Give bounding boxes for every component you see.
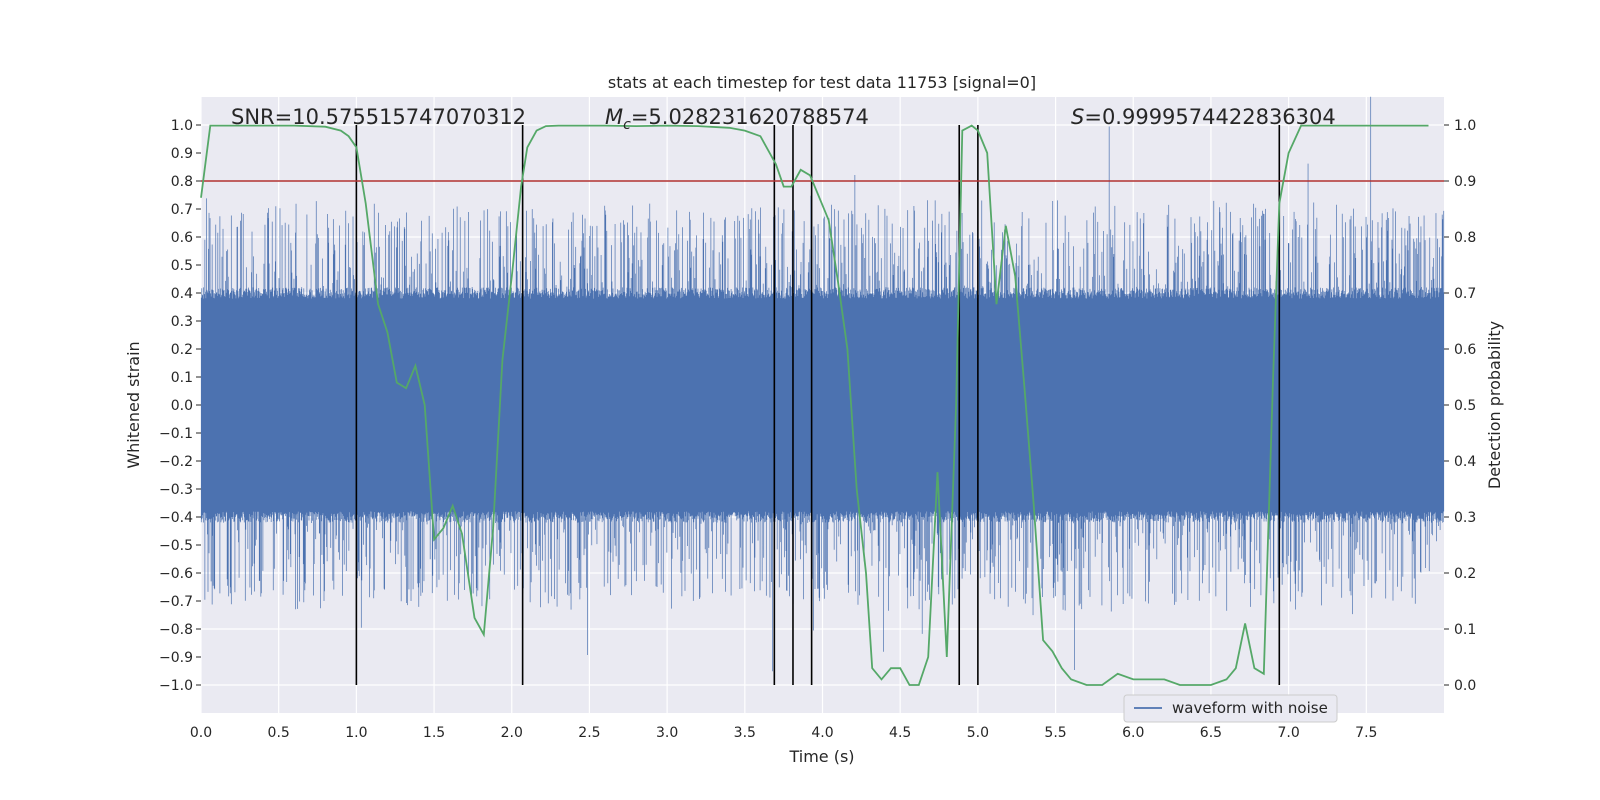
y-tick-label-right: 0.6: [1454, 342, 1476, 358]
y-tick-label: 0.4: [171, 286, 193, 302]
y-tick-label: 0.6: [171, 230, 193, 246]
x-tick-label: 4.0: [811, 725, 833, 741]
x-tick-label: 6.0: [1122, 725, 1144, 741]
x-tick-label: 6.5: [1200, 725, 1222, 741]
y-tick-label: 1.0: [171, 118, 193, 134]
y-tick-label-right: 1.0: [1454, 118, 1476, 134]
probability-series: [200, 124, 1429, 686]
y-axis-label-right: Detection probability: [1485, 321, 1504, 489]
y-tick-label: −0.9: [159, 650, 193, 666]
x-tick-label: 3.0: [656, 725, 678, 741]
y-tick-label: 0.7: [171, 202, 193, 218]
y-tick-label: −0.2: [159, 454, 193, 470]
x-tick-label: 5.0: [967, 725, 989, 741]
y-tick-label: −1.0: [159, 678, 193, 694]
s-symbol: S: [1071, 105, 1084, 129]
s-value: =0.9999574422836304: [1084, 105, 1335, 129]
y-tick-label: −0.6: [159, 566, 193, 582]
legend: waveform with noise: [1123, 694, 1338, 723]
y-tick-label: 0.9: [171, 146, 193, 162]
y-tick-label-right: 0.2: [1454, 566, 1476, 582]
x-tick-label: 7.5: [1355, 725, 1377, 741]
y-tick-label: −0.4: [159, 510, 193, 526]
y-tick-label: 0.5: [171, 258, 193, 274]
x-tick-label: 2.0: [501, 725, 523, 741]
y-tick-label: 0.3: [171, 314, 193, 330]
y-axis-label: Whitened strain: [124, 341, 143, 468]
y-tick-label-right: 0.3: [1454, 510, 1476, 526]
mc-symbol: M: [605, 105, 623, 129]
x-ticks: 0.0 0.5 1.0 1.5 2.0 2.5 3.0 3.5 4.0 4.5 5.0 5.5 6.0 6…: [190, 725, 1378, 741]
s-annotation: S=0.9999574422836304: [1071, 105, 1336, 129]
x-tick-label: 4.5: [889, 725, 911, 741]
x-axis-label: Time (s): [788, 747, 854, 766]
y-tick-label-right: 0.4: [1454, 454, 1476, 470]
probability-curve: [200, 124, 1429, 686]
y-tick-label: 0.0: [171, 398, 193, 414]
x-tick-label: 0.0: [190, 725, 212, 741]
legend-box: [1123, 694, 1338, 723]
snr-annotation: SNR=10.575515747070312: [231, 105, 526, 129]
x-tick-label: 0.5: [268, 725, 290, 741]
mc-subscript: c: [623, 117, 631, 133]
x-tick-label: 1.5: [423, 725, 445, 741]
x-tick-label: 1.0: [345, 725, 367, 741]
waveform-series: [200, 96, 1445, 672]
y-tick-label-right: 0.9: [1454, 174, 1476, 190]
y-tick-label: −0.8: [159, 622, 193, 638]
x-tick-label: 5.5: [1044, 725, 1066, 741]
y-ticks-right: 1.0 0.9 0.8 0.7 0.6 0.5 0.4 0.3 0.2 0.1 0.0: [1444, 118, 1476, 694]
y-tick-label-right: 0.5: [1454, 398, 1476, 414]
y-tick-label: −0.3: [159, 482, 193, 498]
x-tick-label: 7.0: [1277, 725, 1299, 741]
y-tick-label-right: 0.1: [1454, 622, 1476, 638]
waveform-trace: [200, 96, 1445, 672]
y-ticks: 1.0 0.9 0.8 0.7 0.6 0.5 0.4 0.3 0.2 0.1 0.0 −0.1 −0.…: [159, 118, 201, 694]
x-tick-label: 2.5: [578, 725, 600, 741]
x-tick-label: 3.5: [734, 725, 756, 741]
vertical-markers: [355, 125, 1281, 685]
chart-title: stats at each timestep for test data 117…: [608, 73, 1036, 92]
y-tick-label: 0.2: [171, 342, 193, 358]
y-tick-label: 0.8: [171, 174, 193, 190]
y-tick-label: −0.5: [159, 538, 193, 554]
mc-value: =5.028231620788574: [631, 105, 869, 129]
legend-label: waveform with noise: [1172, 699, 1328, 717]
y-tick-label: −0.1: [159, 426, 193, 442]
y-tick-label-right: 0.8: [1454, 230, 1476, 246]
y-tick-label-right: 0.0: [1454, 678, 1476, 694]
mc-annotation: Mc=5.028231620788574: [605, 105, 869, 133]
y-tick-label-right: 0.7: [1454, 286, 1476, 302]
y-tick-label: −0.7: [159, 594, 193, 610]
y-tick-label: 0.1: [171, 370, 193, 386]
